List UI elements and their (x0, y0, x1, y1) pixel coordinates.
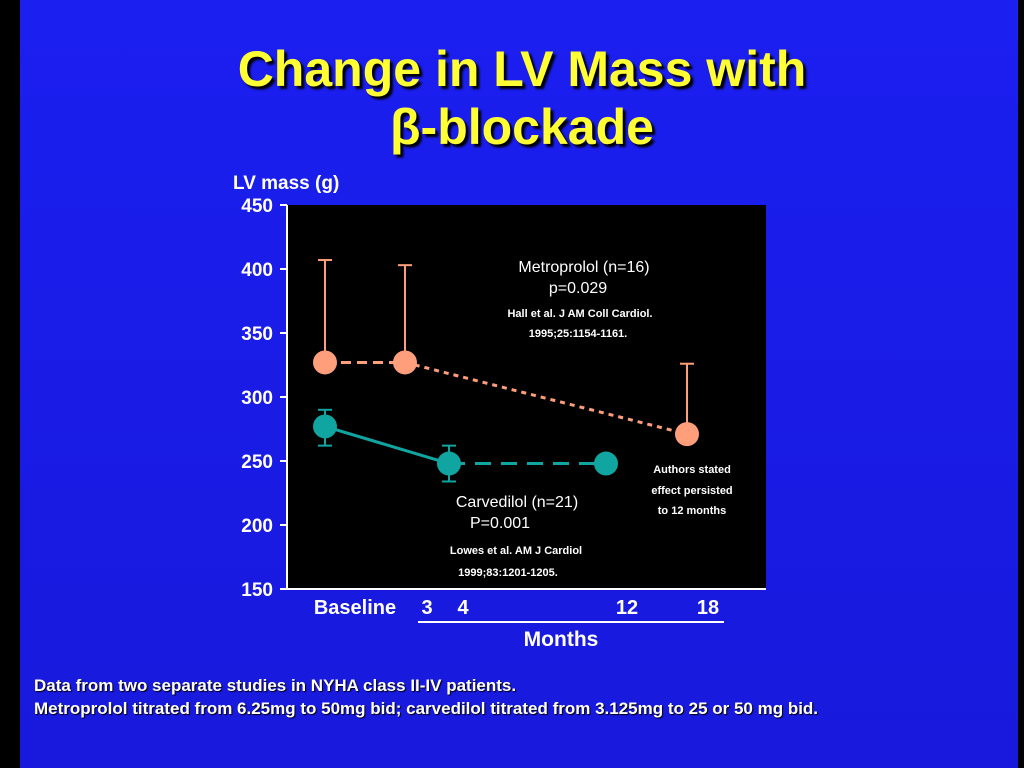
annotation-note-line-2: effect persisted (651, 485, 732, 497)
annotation-metroprolol-ref1: Hall et al. J AM Coll Cardiol. (507, 308, 652, 320)
slide: Change in LV Mass with β-blockade Data f… (20, 0, 1018, 768)
annotation-metroprolol-p: p=0.029 (549, 280, 607, 297)
carvedilol-segment-1 (324, 425, 450, 465)
metroprolol-point-1 (313, 350, 337, 375)
footer-line-1: Data from two separate studies in NYHA c… (34, 676, 517, 695)
carvedilol-point-3 (594, 451, 618, 476)
annotation-note-line-1: Authors stated (653, 464, 731, 476)
y-tick-label-300: 300 (241, 388, 273, 409)
x-tick-label-18: 18 (697, 597, 719, 619)
x-tick-label-baseline: Baseline (314, 597, 396, 619)
y-tick-label-150: 150 (241, 580, 273, 601)
slide-title: Change in LV Mass with β-blockade (20, 40, 1024, 156)
metroprolol-point-3 (675, 422, 699, 447)
y-tick-label-200: 200 (241, 516, 273, 537)
footer-line-2: Metroprolol titrated from 6.25mg to 50mg… (34, 699, 819, 718)
right-black-border (1018, 0, 1024, 768)
annotation-metroprolol-name: Metroprolol (n=16) (518, 259, 649, 276)
title-line-1: Change in LV Mass with (237, 41, 807, 97)
x-tick-label-3: 3 (421, 597, 432, 619)
annotation-carvedilol-ref2: 1999;83:1201-1205. (458, 567, 558, 579)
y-tick-label-350: 350 (241, 324, 273, 345)
x-tick-label-4: 4 (457, 597, 469, 619)
carvedilol-point-1 (313, 414, 337, 439)
annotation-carvedilol-name: Carvedilol (n=21) (456, 494, 578, 511)
series-layer (313, 259, 699, 483)
annotation-note-line-3: to 12 months (658, 505, 726, 517)
metroprolol-point-2 (393, 350, 417, 375)
y-ticks: 150 200 250 300 350 400 450 (241, 196, 287, 601)
annotation-carvedilol-p: P=0.001 (470, 515, 530, 532)
footer-notes: Data from two separate studies in NYHA c… (34, 674, 818, 720)
title-line-2: β-blockade (390, 99, 654, 155)
left-black-border (0, 0, 20, 768)
annotation-metroprolol-ref2: 1995;25:1154-1161. (529, 328, 627, 340)
y-axis-label: LV mass (g) (233, 173, 339, 194)
y-tick-label-450: 450 (241, 196, 273, 217)
y-tick-label-250: 250 (241, 452, 273, 473)
annotation-carvedilol-ref1: Lowes et al. AM J Cardiol (450, 545, 582, 557)
y-tick-label-400: 400 (241, 260, 273, 281)
metroprolol-segment-2 (404, 360, 688, 436)
carvedilol-point-2 (437, 451, 461, 476)
x-axis-label: Months (524, 628, 599, 651)
x-tick-label-12: 12 (616, 597, 638, 619)
x-ticks: Baseline 3 4 12 18 (314, 597, 719, 619)
